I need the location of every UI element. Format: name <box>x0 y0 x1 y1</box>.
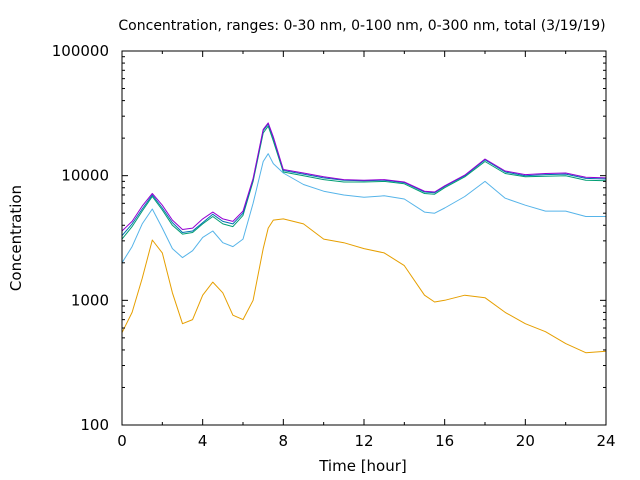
x-tick-label: 0 <box>117 432 127 450</box>
y-tick-label: 100 <box>80 416 109 434</box>
series-line-3 <box>121 125 607 240</box>
series-line-5 <box>121 122 607 232</box>
x-tick-label: 24 <box>596 432 615 450</box>
plot-frame <box>121 50 607 426</box>
axis-ticks: 0 4 8 12 16 20 24 100 1000 10000 100000 <box>52 42 616 450</box>
x-tick-label: 16 <box>435 432 454 450</box>
y-axis-label: Concentration <box>7 185 25 291</box>
series-line-2 <box>121 153 606 264</box>
series-line-4 <box>121 123 607 237</box>
y-tick-label: 100000 <box>52 42 109 60</box>
y-tick-label: 10000 <box>61 167 109 185</box>
y-tick-label: 1000 <box>71 291 109 309</box>
series-line-1 <box>121 218 607 354</box>
plot-area <box>121 122 607 354</box>
x-tick-label: 8 <box>279 432 289 450</box>
x-tick-label: 20 <box>516 432 535 450</box>
chart-title: Concentration, ranges: 0-30 nm, 0-100 nm… <box>118 18 605 34</box>
x-axis-label: Time [hour] <box>318 457 407 475</box>
x-tick-label: 4 <box>198 432 208 450</box>
x-tick-label: 12 <box>354 432 373 450</box>
